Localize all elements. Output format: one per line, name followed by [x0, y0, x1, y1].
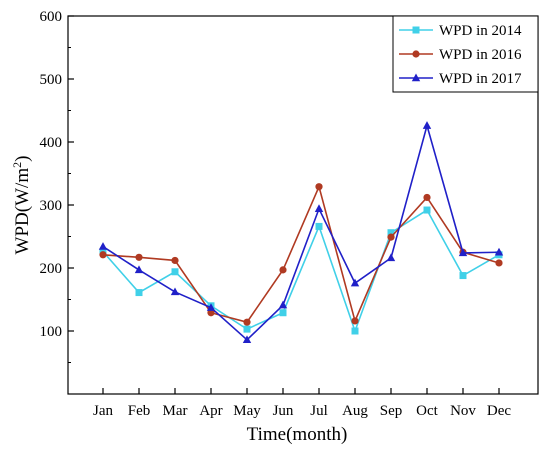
- x-tick-label: Apr: [199, 403, 222, 419]
- legend: WPD in 2014 WPD in 2016 WPD in 2017: [392, 15, 539, 93]
- x-tick-label: Jun: [273, 403, 294, 419]
- x-axis-title: Time(month): [247, 424, 348, 445]
- legend-item: WPD in 2014: [399, 23, 522, 39]
- x-tick-label: May: [233, 403, 261, 419]
- data-point: [243, 318, 251, 326]
- data-point: [314, 204, 324, 212]
- data-point: [279, 309, 287, 317]
- data-point: [98, 242, 108, 250]
- data-point: [351, 327, 359, 335]
- y-axis-title-base: WPD(W/m: [12, 168, 33, 255]
- x-tick-label: Feb: [128, 403, 151, 419]
- y-tick-label: 300: [40, 198, 63, 214]
- data-point: [494, 247, 504, 256]
- x-tick-label: Nov: [450, 403, 476, 419]
- data-point: [387, 233, 395, 241]
- data-point: [135, 289, 143, 297]
- y-axis-title: WPD(W/m2): [10, 156, 33, 255]
- x-tick-label: Oct: [416, 403, 438, 419]
- y-axis-title-sup: 2: [10, 162, 24, 168]
- data-point: [99, 251, 107, 259]
- legend-swatch-marker: [412, 26, 420, 34]
- x-tick-label: Dec: [487, 403, 511, 419]
- series-line: [102, 122, 500, 341]
- data-point: [459, 272, 467, 280]
- data-point: [315, 222, 323, 230]
- legend-swatch-marker: [412, 50, 420, 58]
- data-point: [206, 303, 216, 311]
- legend-item: WPD in 2017: [399, 71, 522, 87]
- y-tick-label: 500: [40, 72, 63, 88]
- x-tick-label: Jul: [310, 403, 328, 419]
- data-point: [350, 278, 360, 287]
- y-tick-label: 100: [40, 324, 63, 340]
- series-3: [98, 121, 504, 344]
- x-tick-label: Mar: [163, 403, 188, 419]
- data-point: [171, 256, 179, 265]
- series-line: [102, 184, 500, 324]
- data-point: [423, 206, 431, 214]
- y-axis-title-close: ): [12, 156, 33, 162]
- data-point: [242, 335, 252, 344]
- legend-label: WPD in 2017: [439, 71, 522, 87]
- data-point: [351, 317, 359, 325]
- data-point: [135, 253, 143, 261]
- data-point: [458, 248, 468, 257]
- y-tick-label: 600: [40, 9, 63, 25]
- data-point: [207, 309, 215, 317]
- data-point: [279, 266, 287, 274]
- series-2: [99, 183, 503, 326]
- data-point: [243, 325, 251, 333]
- data-point: [315, 183, 323, 191]
- x-axis-ticks: Jan Feb Mar Apr May Jun Jul Aug Sep Oct Nov Dec: [93, 388, 511, 419]
- y-tick-label: 400: [40, 135, 63, 151]
- data-point: [171, 268, 179, 276]
- data-point: [423, 193, 431, 202]
- series-1: [99, 206, 503, 335]
- x-tick-label: Aug: [342, 403, 368, 419]
- legend-swatch-marker: [411, 73, 421, 82]
- data-point: [134, 265, 144, 274]
- data-point: [170, 287, 180, 296]
- legend-label: WPD in 2016: [439, 47, 522, 63]
- legend-item: WPD in 2016: [399, 47, 522, 63]
- data-point: [387, 229, 395, 237]
- data-point: [386, 253, 396, 262]
- legend-label: WPD in 2014: [439, 23, 522, 39]
- series-line: [102, 208, 500, 334]
- data-point: [278, 300, 288, 309]
- data-point: [495, 259, 503, 267]
- y-axis-ticks: 100 200 300 400 500 600: [40, 9, 74, 363]
- x-tick-label: Jan: [93, 403, 113, 419]
- series-layer: [98, 121, 504, 344]
- x-tick-label: Sep: [380, 403, 403, 419]
- data-point: [422, 121, 432, 129]
- y-tick-label: 200: [40, 261, 63, 277]
